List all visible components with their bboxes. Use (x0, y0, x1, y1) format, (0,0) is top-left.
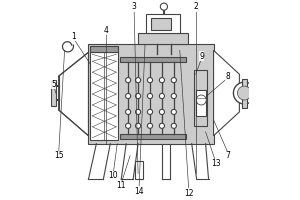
Text: 7: 7 (225, 151, 230, 160)
Bar (51, 80, 56, 106)
Bar (90, 46, 118, 52)
Circle shape (136, 93, 141, 99)
Circle shape (159, 109, 164, 114)
Text: 2: 2 (193, 2, 198, 11)
Bar (151, 18, 171, 30)
Circle shape (171, 109, 176, 114)
Circle shape (136, 123, 141, 128)
Text: 9: 9 (199, 52, 204, 61)
Bar (138, 33, 188, 44)
Text: 12: 12 (184, 189, 194, 198)
Circle shape (147, 93, 153, 99)
Text: 1: 1 (71, 32, 76, 41)
Circle shape (126, 93, 131, 99)
Polygon shape (214, 76, 239, 110)
Bar (146, 14, 180, 33)
Polygon shape (214, 50, 239, 136)
Text: 10: 10 (108, 171, 118, 180)
Bar (135, 161, 143, 179)
Circle shape (147, 109, 153, 114)
Bar (242, 79, 247, 108)
Circle shape (159, 78, 164, 83)
Circle shape (171, 78, 176, 83)
Circle shape (171, 93, 176, 99)
Bar (120, 57, 186, 62)
Circle shape (171, 123, 176, 128)
Bar (194, 70, 207, 126)
Circle shape (126, 109, 131, 114)
Circle shape (126, 123, 131, 128)
Circle shape (160, 3, 167, 10)
Circle shape (159, 123, 164, 128)
Bar (196, 90, 206, 116)
Text: 13: 13 (211, 159, 220, 168)
Bar (120, 134, 186, 139)
Circle shape (126, 78, 131, 83)
Circle shape (237, 86, 251, 100)
Text: 15: 15 (54, 151, 64, 160)
Bar (88, 44, 214, 144)
Text: 4: 4 (104, 26, 109, 35)
Polygon shape (58, 52, 88, 136)
Text: 5: 5 (51, 80, 56, 89)
Circle shape (233, 82, 255, 104)
Text: 8: 8 (225, 72, 230, 81)
Text: 3: 3 (132, 2, 136, 11)
Bar (90, 52, 118, 140)
Circle shape (196, 95, 206, 105)
Circle shape (147, 123, 153, 128)
Text: 11: 11 (116, 181, 126, 190)
Circle shape (159, 93, 164, 99)
Circle shape (136, 78, 141, 83)
Circle shape (147, 78, 153, 83)
Circle shape (136, 109, 141, 114)
Text: 14: 14 (134, 187, 144, 196)
